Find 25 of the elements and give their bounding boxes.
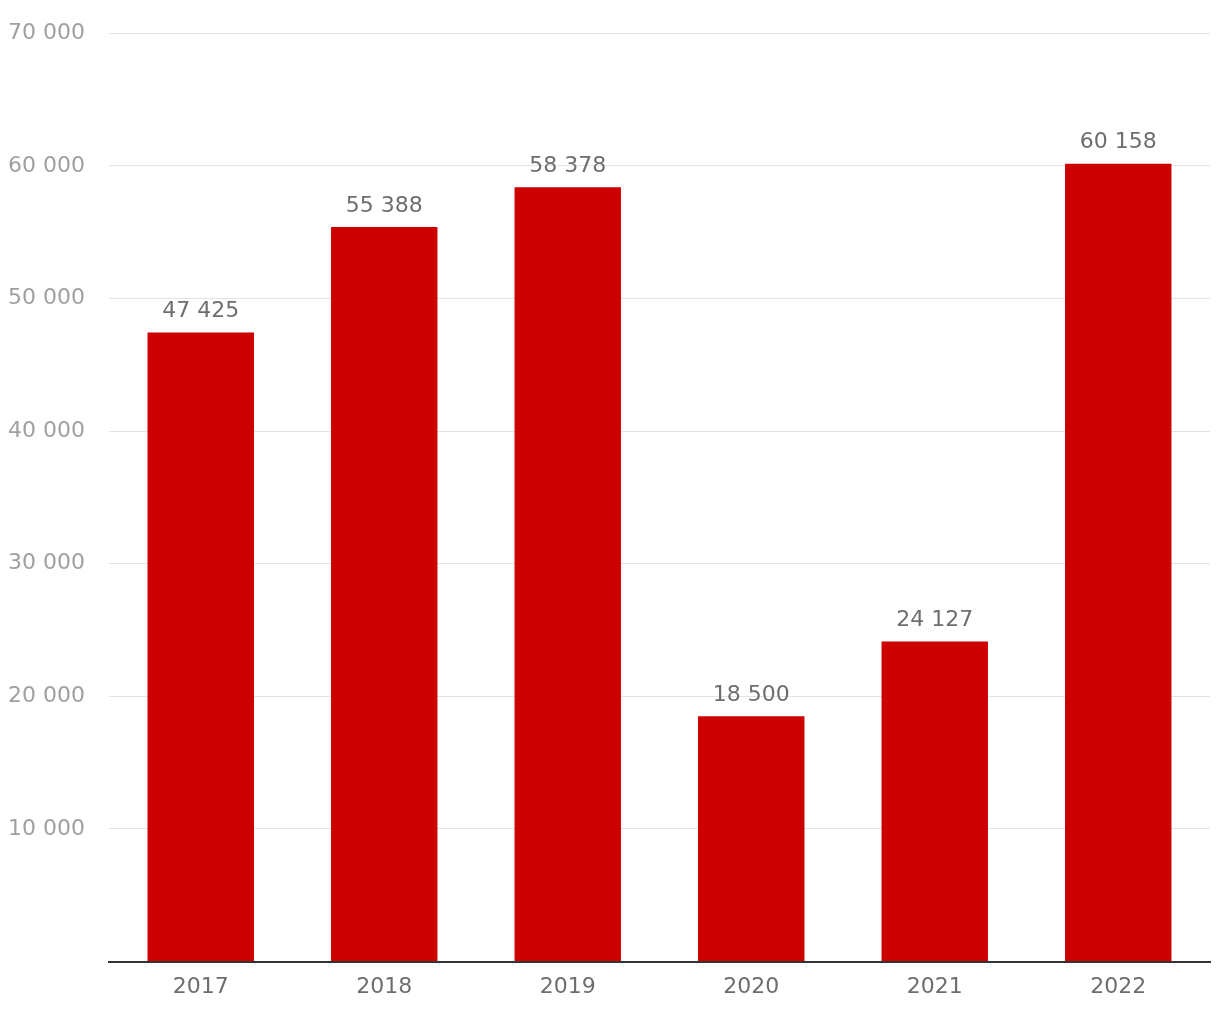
y-tick-label: 20 000 — [8, 682, 85, 708]
bar — [698, 716, 805, 962]
bar — [514, 187, 621, 962]
x-tick-label: 2017 — [172, 972, 229, 998]
data-label: 60 158 — [1079, 128, 1157, 154]
bar — [881, 641, 988, 962]
x-tick-label: 2021 — [906, 972, 963, 998]
data-label: 18 500 — [712, 680, 790, 706]
x-tick-label: 2022 — [1090, 972, 1147, 998]
y-tick-label: 60 000 — [8, 151, 85, 177]
bar — [1065, 163, 1172, 962]
x-tick-label: 2018 — [356, 972, 413, 998]
data-label: 47 425 — [162, 297, 240, 323]
data-label: 55 388 — [345, 191, 423, 217]
data-label: 58 378 — [529, 152, 607, 178]
y-tick-label: 50 000 — [8, 284, 85, 310]
x-tick-label: 2020 — [723, 972, 780, 998]
bar — [147, 332, 254, 962]
data-label: 24 127 — [896, 606, 974, 632]
y-tick-label: 70 000 — [8, 18, 85, 44]
y-tick-label: 40 000 — [8, 416, 85, 442]
y-tick-label: 30 000 — [8, 549, 85, 575]
x-tick-label: 2019 — [539, 972, 596, 998]
y-tick-label: 10 000 — [8, 814, 85, 840]
bar — [331, 227, 438, 962]
